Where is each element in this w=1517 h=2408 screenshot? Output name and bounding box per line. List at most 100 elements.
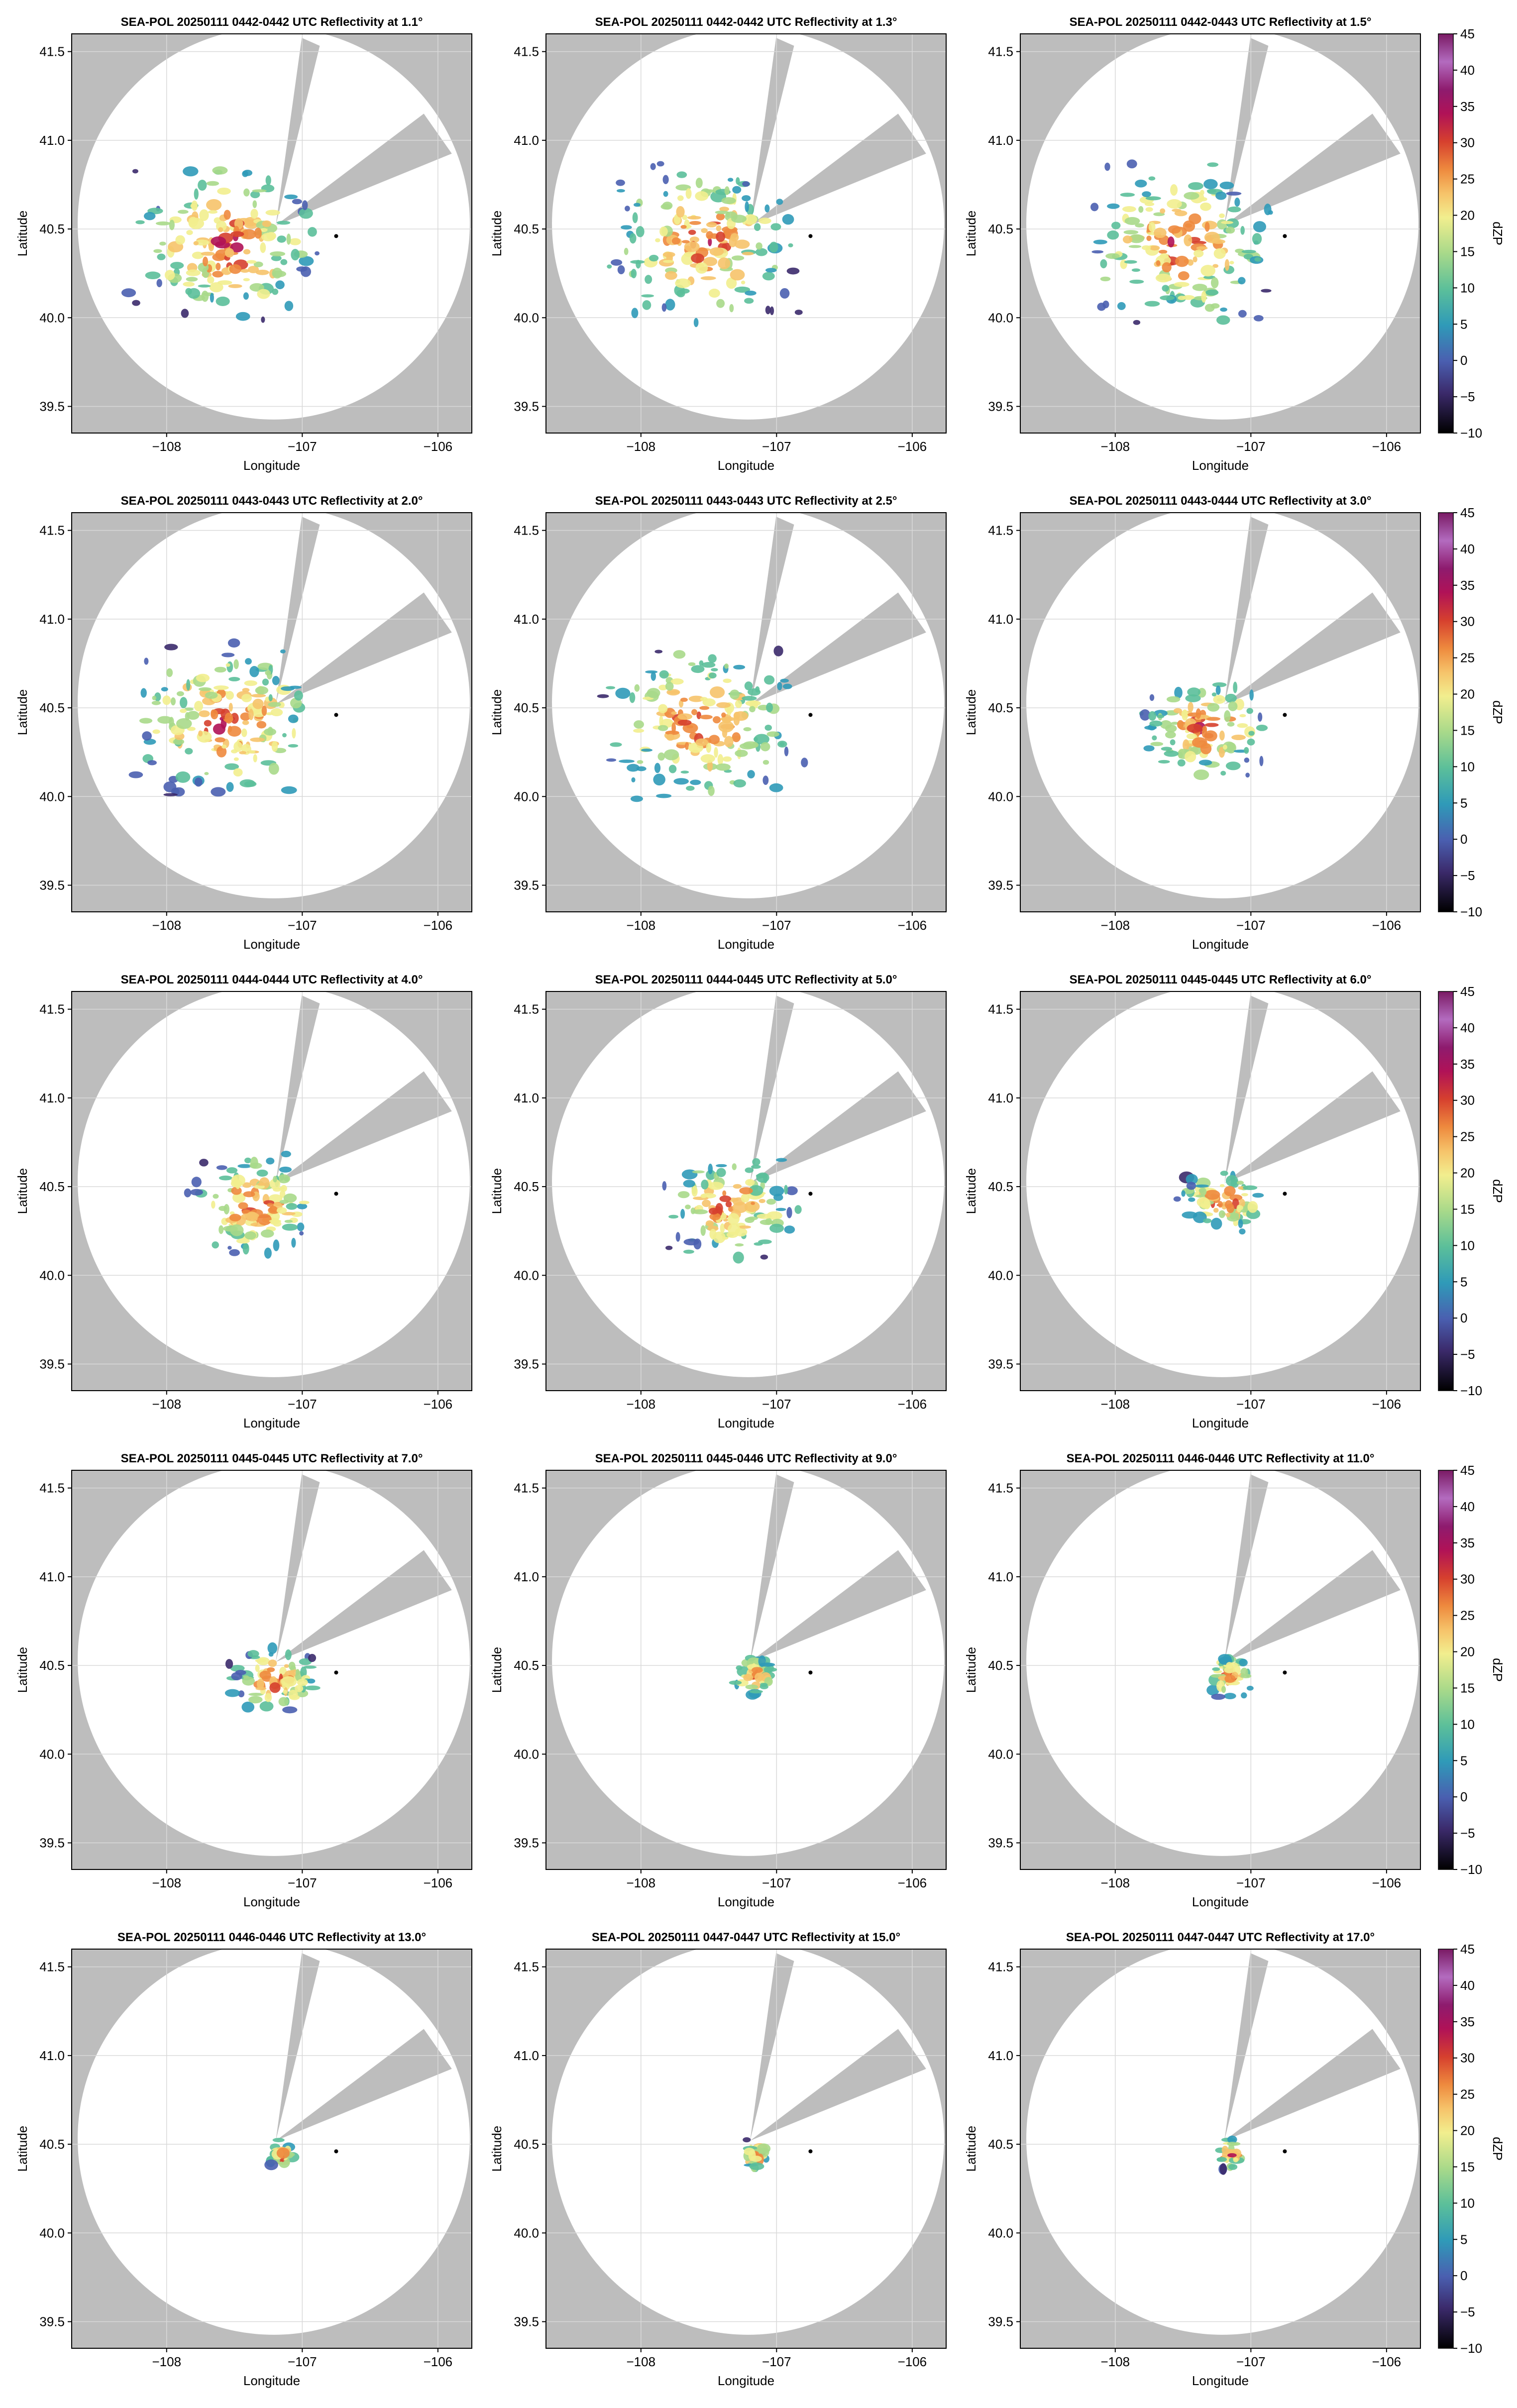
echo-cell [724,186,730,195]
echo-cell [1254,257,1262,262]
y-tick-label: 41.0 [988,1569,1013,1584]
echo-cell [1218,1654,1232,1664]
echo-cell [1107,230,1119,240]
echo-cell [257,289,270,299]
echo-cell [782,214,794,225]
radar-site-marker [334,713,338,717]
reflectivity-echoes [662,1158,802,1264]
x-tick-label: −108 [152,918,181,933]
y-tick-label: 39.5 [988,878,1013,893]
echo-cell [684,241,700,252]
echo-cell [1228,2164,1238,2170]
echo-cell [749,2162,764,2171]
echo-cell [670,678,684,685]
colorbar-tick-label: 30 [1460,2051,1475,2066]
echo-cell [649,254,659,262]
echo-cell [1177,759,1186,766]
echo-cell [285,1649,292,1660]
blocked-sector [1224,113,1401,225]
echo-cell [701,662,716,668]
y-tick-label: 40.5 [514,700,539,715]
echo-cell [1195,1184,1209,1188]
y-tick-label: 40.0 [39,789,65,804]
echo-cell [739,1187,753,1195]
coverage-area [552,34,944,420]
echo-cell [680,1208,685,1219]
echo-cell [766,731,780,737]
echo-cell [1100,259,1107,269]
radar-coverage-disk [78,1949,470,2335]
radar-coverage-disk [1026,513,1418,898]
echo-cell [308,1653,317,1662]
echo-cell [773,646,783,657]
echo-cell [1199,197,1207,202]
y-axis-label: Latitude [15,2126,30,2172]
echo-cell [1204,221,1210,232]
x-tick-label: −107 [288,918,317,933]
echo-cell [230,1224,244,1236]
y-tick-label: 41.5 [988,523,1013,538]
echo-cell [677,195,684,201]
echo-cell [1138,206,1144,213]
echo-cell [699,706,710,710]
echo-cell [735,700,742,708]
grid [546,1949,946,2348]
echo-cell [229,1213,241,1221]
echo-cell [708,654,717,663]
echo-cell [702,1200,711,1207]
colorbar-tick-label: 45 [1460,984,1475,999]
echo-cell [1150,742,1164,747]
radar-panel: SEA-POL 20250111 0442-0443 UTC Reflectiv… [964,15,1505,473]
y-axis-label: Latitude [964,1168,978,1214]
echo-cell [255,269,269,275]
echo-cell [708,288,720,298]
echo-cell [745,1684,758,1690]
echo-cell [1218,1210,1225,1218]
echo-cell [753,742,758,748]
echo-cell [139,718,153,724]
echo-cell [718,257,731,269]
y-tick-label: 40.0 [39,1268,65,1283]
echo-cell [270,708,283,717]
x-tick-label: −108 [152,2354,181,2369]
echo-cell [708,237,712,246]
x-tick-label: −106 [898,439,927,454]
radar-panel: SEA-POL 20250111 0447-0447 UTC Reflectiv… [489,1931,947,2388]
echo-cell [308,227,317,237]
echo-cell [688,695,704,702]
blocked-sector [750,113,926,225]
y-tick-label: 40.5 [39,1658,65,1673]
panel-title: SEA-POL 20250111 0445-0445 UTC Reflectiv… [1070,973,1372,986]
echo-cell [236,1238,250,1244]
y-axis-label: Latitude [489,1647,504,1693]
echo-cell [735,1243,744,1247]
echo-cell [766,702,773,713]
plot-frame [71,512,472,912]
echo-cell [1135,223,1144,227]
echo-cell [1245,772,1250,778]
echo-cell [654,763,661,773]
colorbar-tick-label: 40 [1460,1499,1475,1514]
echo-cell [721,712,726,718]
echo-cell [277,235,286,243]
y-tick-label: 39.5 [514,1836,539,1851]
y-tick-label: 39.5 [39,878,65,893]
echo-cell [255,686,269,695]
y-axis-label: Latitude [489,211,504,257]
echo-cell [1241,1193,1248,1197]
echo-cell [650,163,656,170]
echo-cell [273,1239,280,1251]
echo-cell [261,705,267,716]
plot-frame [545,1949,947,2349]
plot-frame [1020,33,1421,434]
colorbar-label: dZP [1490,700,1505,724]
colorbar-tick-label: 15 [1460,244,1475,259]
echo-cell [1239,1228,1246,1235]
echo-cell [211,236,226,246]
echo-cell [1122,206,1136,213]
echo-cell [742,195,751,202]
echo-cell [757,2143,771,2154]
echo-cell [688,229,696,235]
x-axis-label: Longitude [718,1894,774,1909]
y-tick-label: 40.0 [39,310,65,325]
